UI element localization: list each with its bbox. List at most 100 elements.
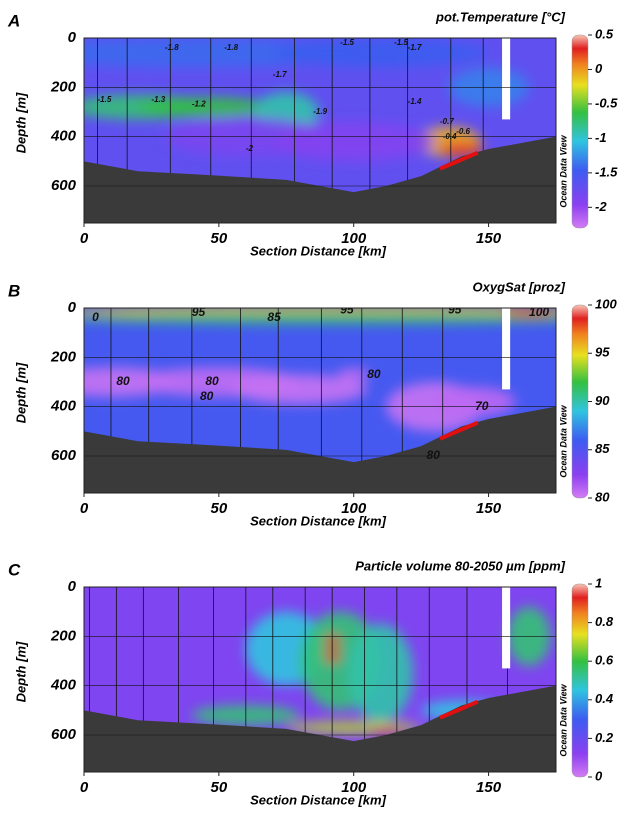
colorbar-tick-label: 0 (595, 61, 603, 76)
panel-label: C (8, 560, 21, 579)
contour-label: -1.2 (192, 100, 206, 109)
panel-label: A (7, 11, 20, 30)
contour-label: 80 (200, 389, 214, 403)
contour-label: -0.4 (443, 132, 457, 141)
contour-label: 80 (367, 367, 381, 381)
chart-title: OxygSat [proz] (473, 279, 566, 294)
colorbar-label: Ocean Data View (558, 134, 568, 207)
contour-label: -1.5 (97, 95, 111, 104)
contour-label: 70 (475, 399, 489, 413)
contour-label: 100 (529, 305, 549, 319)
x-axis-label: Section Distance [km] (250, 513, 386, 528)
colorbar-label: Ocean Data View (558, 404, 568, 477)
colorbar-tick-label: -1 (595, 130, 607, 145)
field-blob (369, 727, 403, 734)
colorbar (571, 583, 589, 778)
colorbar-tick-label: 1 (595, 575, 602, 590)
colorbar-tick-label: 90 (595, 393, 610, 408)
field-blob (502, 309, 556, 317)
x-tick-label: 150 (476, 779, 502, 796)
contour-label: -1.8 (165, 43, 179, 52)
contour-label: 80 (205, 374, 219, 388)
colorbar-tick-label: 0.5 (595, 26, 614, 41)
contour-label: -1.5 (394, 38, 408, 47)
x-axis-label: Section Distance [km] (250, 243, 386, 258)
contour-label: 95 (192, 305, 206, 319)
x-tick-label: 50 (211, 230, 228, 247)
colorbar-tick-label: 95 (595, 345, 610, 360)
colorbar-tick-label: -2 (595, 199, 607, 214)
x-tick-label: 50 (211, 500, 228, 517)
contour-label: -0.7 (440, 117, 454, 126)
y-tick-label: 0 (68, 578, 77, 595)
contour-label: 95 (340, 303, 354, 317)
y-tick-label: 400 (50, 128, 77, 145)
field-blob (137, 97, 273, 117)
colorbar-tick-label: 0.4 (595, 691, 614, 706)
colorbar-label: Ocean Data View (558, 683, 568, 756)
x-tick-label: 50 (211, 779, 228, 796)
contour-label: 80 (116, 374, 130, 388)
plot-area: 0 200 400 600 0 50 100 150 Section Distance [km]… (8, 558, 614, 807)
colorbar-tick-label: 0.2 (595, 730, 614, 745)
frame (83, 37, 557, 224)
contour-label: 85 (267, 310, 281, 324)
y-tick-label: 400 (50, 677, 77, 694)
field-blob (232, 374, 368, 405)
data-gap (502, 38, 511, 120)
y-axis-label: Depth [m] (13, 362, 28, 423)
x-tick-label: 150 (476, 500, 502, 517)
red-segment (439, 420, 479, 441)
frame (83, 586, 557, 773)
contour-label: -0.6 (456, 127, 470, 136)
field: -1.8 -1.8-1.5 -1.5-1.7-1.7-1.5 -1.3-1.2-1.9… (84, 38, 556, 223)
red-segment (439, 699, 479, 720)
seafloor (84, 685, 556, 772)
y-tick-label: 200 (50, 627, 77, 644)
seafloor (84, 136, 556, 223)
x-tick-label: 100 (341, 230, 367, 247)
contour-label: 80 (427, 448, 441, 462)
contour-label: -1.7 (408, 43, 422, 52)
y-tick-label: 600 (51, 726, 77, 743)
plot-area: -1.8 -1.8-1.5 -1.5-1.7-1.7-1.5 -1.3-1.2-1.9… (7, 9, 618, 258)
y-tick-label: 600 (51, 447, 77, 464)
colorbar-tick-label: 0 (595, 768, 603, 783)
colorbar-tick-label: 100 (595, 296, 617, 311)
contour-label: 95 (448, 303, 462, 317)
contour-label: -1.7 (273, 70, 287, 79)
y-tick-label: 0 (68, 299, 77, 316)
contour-label: -1.9 (313, 107, 327, 116)
field-blob (84, 311, 556, 325)
colorbar (571, 304, 589, 499)
contour-label: -1.5 (340, 38, 354, 47)
x-tick-label: 100 (341, 500, 367, 517)
contour-label: -2 (246, 144, 254, 153)
y-axis-label: Depth [m] (13, 641, 28, 702)
red-segment (439, 150, 479, 171)
x-axis-label: Section Distance [km] (250, 792, 386, 807)
colorbar-tick-label: 85 (595, 441, 610, 456)
field-blob (348, 624, 414, 723)
frame (83, 307, 557, 494)
colorbar-tick-label: 0.6 (595, 653, 614, 668)
colorbar-tick-label: 0.8 (595, 614, 614, 629)
x-tick-label: 0 (80, 500, 89, 517)
colorbar-tick-label: -1.5 (595, 164, 618, 179)
field-blob (272, 121, 435, 162)
field-blobs (84, 308, 556, 432)
data-gap (502, 587, 511, 669)
colorbar-tick-label: -0.5 (595, 95, 618, 110)
field-blob (434, 386, 516, 417)
contour-label: 0 (92, 310, 99, 324)
chart-title: pot.Temperature [°C] (435, 9, 566, 24)
field (84, 587, 556, 772)
data-gap (502, 308, 511, 390)
contour-label: -1.4 (408, 97, 422, 106)
field-blob (337, 368, 370, 381)
field-blob (84, 38, 354, 68)
